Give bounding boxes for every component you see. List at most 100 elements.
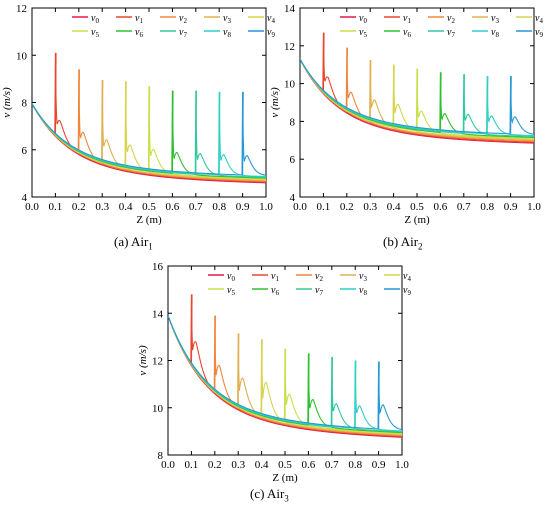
legend-label-v4: v4 [403,271,411,283]
legend-label-v1: v1 [271,271,279,283]
series-line-v9 [168,315,402,431]
y-tick-label: 8 [290,116,296,128]
x-tick-label: 0.2 [72,201,86,213]
x-tick-label: 0.3 [95,201,109,213]
legend-sub: 7 [319,289,323,297]
y-tick-label: 12 [284,41,295,53]
spike-v3 [101,80,104,164]
caption-b: (b) Air2 [383,234,423,252]
x-tick-label: 1.0 [259,201,273,213]
y-axis-label: v (m/s) [269,87,281,118]
x-tick-label: 0.5 [142,201,156,213]
spike-v1 [54,52,57,136]
legend-sub: 5 [363,31,367,39]
legend-label-v9: v9 [535,27,543,39]
x-tick-label: 0.2 [340,201,354,213]
spike-v8 [218,91,221,175]
x-tick-label: 0.1 [317,201,331,213]
spike-v5 [416,68,419,131]
legend: v0 v1 v2 v3 v4 v5 v6 v7 v8 v9 [72,13,275,39]
legend-label-v9: v9 [403,285,411,297]
caption-c-prefix: (c) Air [250,486,285,501]
legend-label-v1: v1 [135,13,143,25]
legend-label-v3: v3 [359,271,367,283]
legend-label-v7: v7 [315,285,323,297]
spike-v4 [393,64,395,128]
spike-v4 [125,81,127,169]
spike-v1 [322,32,325,94]
x-tick-label: 0.9 [372,459,386,471]
x-tick-label: 0.8 [480,201,494,213]
spike-v4 [261,339,263,417]
legend-sub: 8 [495,31,499,39]
legend-sub: 0 [363,17,367,25]
legend: v0 v1 v2 v3 v4 v5 v6 v7 v8 v9 [208,271,411,297]
panel-b: 0.0 0.1 0.2 0.3 0.4 0.5 0.6 0.7 0.8 0.9 1.04681012… [269,3,543,226]
y-tick-label: 4 [290,192,296,204]
x-tick-label: 0.7 [457,201,471,213]
x-tick-label: 0.0 [161,459,175,471]
x-tick-label: 0.0 [25,201,39,213]
legend-label-v6: v6 [271,285,279,297]
legend-label-v5: v5 [359,27,367,39]
y-tick-label: 8 [22,98,28,110]
spike-v6 [439,72,442,133]
legend-label-v9: v9 [267,27,275,39]
legend-label-v8: v8 [359,285,367,297]
y-tick-label: 8 [158,450,164,462]
legend-sub: 4 [539,17,543,25]
x-tick-label: 0.7 [325,459,339,471]
legend-label-v2: v2 [447,13,455,25]
x-tick-label: 0.7 [189,201,203,213]
series-line-v9 [300,58,534,135]
legend-sub: 1 [407,17,411,25]
legend-sub: 0 [95,17,99,25]
caption-a-prefix: (a) Air [114,234,149,249]
series-line-v1 [168,294,402,438]
legend-label-v2: v2 [315,271,323,283]
legend-sub: 5 [95,31,99,39]
legend-sub: 6 [139,31,143,39]
spike-v8 [354,360,357,429]
legend-sub: 7 [183,31,187,39]
series-line-v9 [32,91,266,176]
legend-sub: 3 [227,17,231,25]
legend-sub: 6 [275,289,279,297]
series-line-v0 [168,315,402,438]
panel-a: 0.0 0.1 0.2 0.3 0.4 0.5 0.6 0.7 0.8 0.9 1.04681012… [1,3,275,226]
legend: v0 v1 v2 v3 v4 v5 v6 v7 v8 v9 [340,13,543,39]
x-tick-label: 0.1 [185,459,199,471]
series-line-v0 [32,103,266,184]
legend-label-v4: v4 [267,13,275,25]
x-axis-label: Z (m) [404,214,430,226]
legend-label-v2: v2 [179,13,187,25]
caption-c-sub: 3 [284,493,289,504]
legend-label-v4: v4 [535,13,543,25]
legend-sub: 8 [363,289,367,297]
legend-label-v6: v6 [403,27,411,39]
legend-sub: 4 [271,17,275,25]
y-tick-label: 10 [152,403,164,415]
x-tick-label: 0.4 [119,201,133,213]
caption-c: (c) Air3 [250,486,289,504]
legend-label-v5: v5 [227,285,235,297]
y-tick-label: 6 [22,145,28,157]
x-tick-label: 0.8 [348,459,362,471]
legend-sub: 0 [231,275,235,283]
y-tick-label: 14 [284,3,296,15]
legend-label-v1: v1 [403,13,411,25]
legend-label-v0: v0 [359,13,367,25]
caption-a: (a) Air1 [114,234,153,252]
spike-v9 [378,361,380,430]
spike-v7 [331,356,333,428]
x-tick-label: 1.0 [395,459,409,471]
x-tick-label: 0.9 [504,201,518,213]
legend-sub: 2 [183,17,187,25]
x-tick-label: 0.3 [231,459,245,471]
panel-c: 0.0 0.1 0.2 0.3 0.4 0.5 0.6 0.7 0.8 0.9 1.08101214… [137,261,411,484]
legend-label-v7: v7 [179,27,187,39]
x-tick-label: 0.2 [208,459,222,471]
legend-sub: 1 [275,275,279,283]
spike-v7 [463,74,465,134]
y-tick-label: 6 [290,154,296,166]
